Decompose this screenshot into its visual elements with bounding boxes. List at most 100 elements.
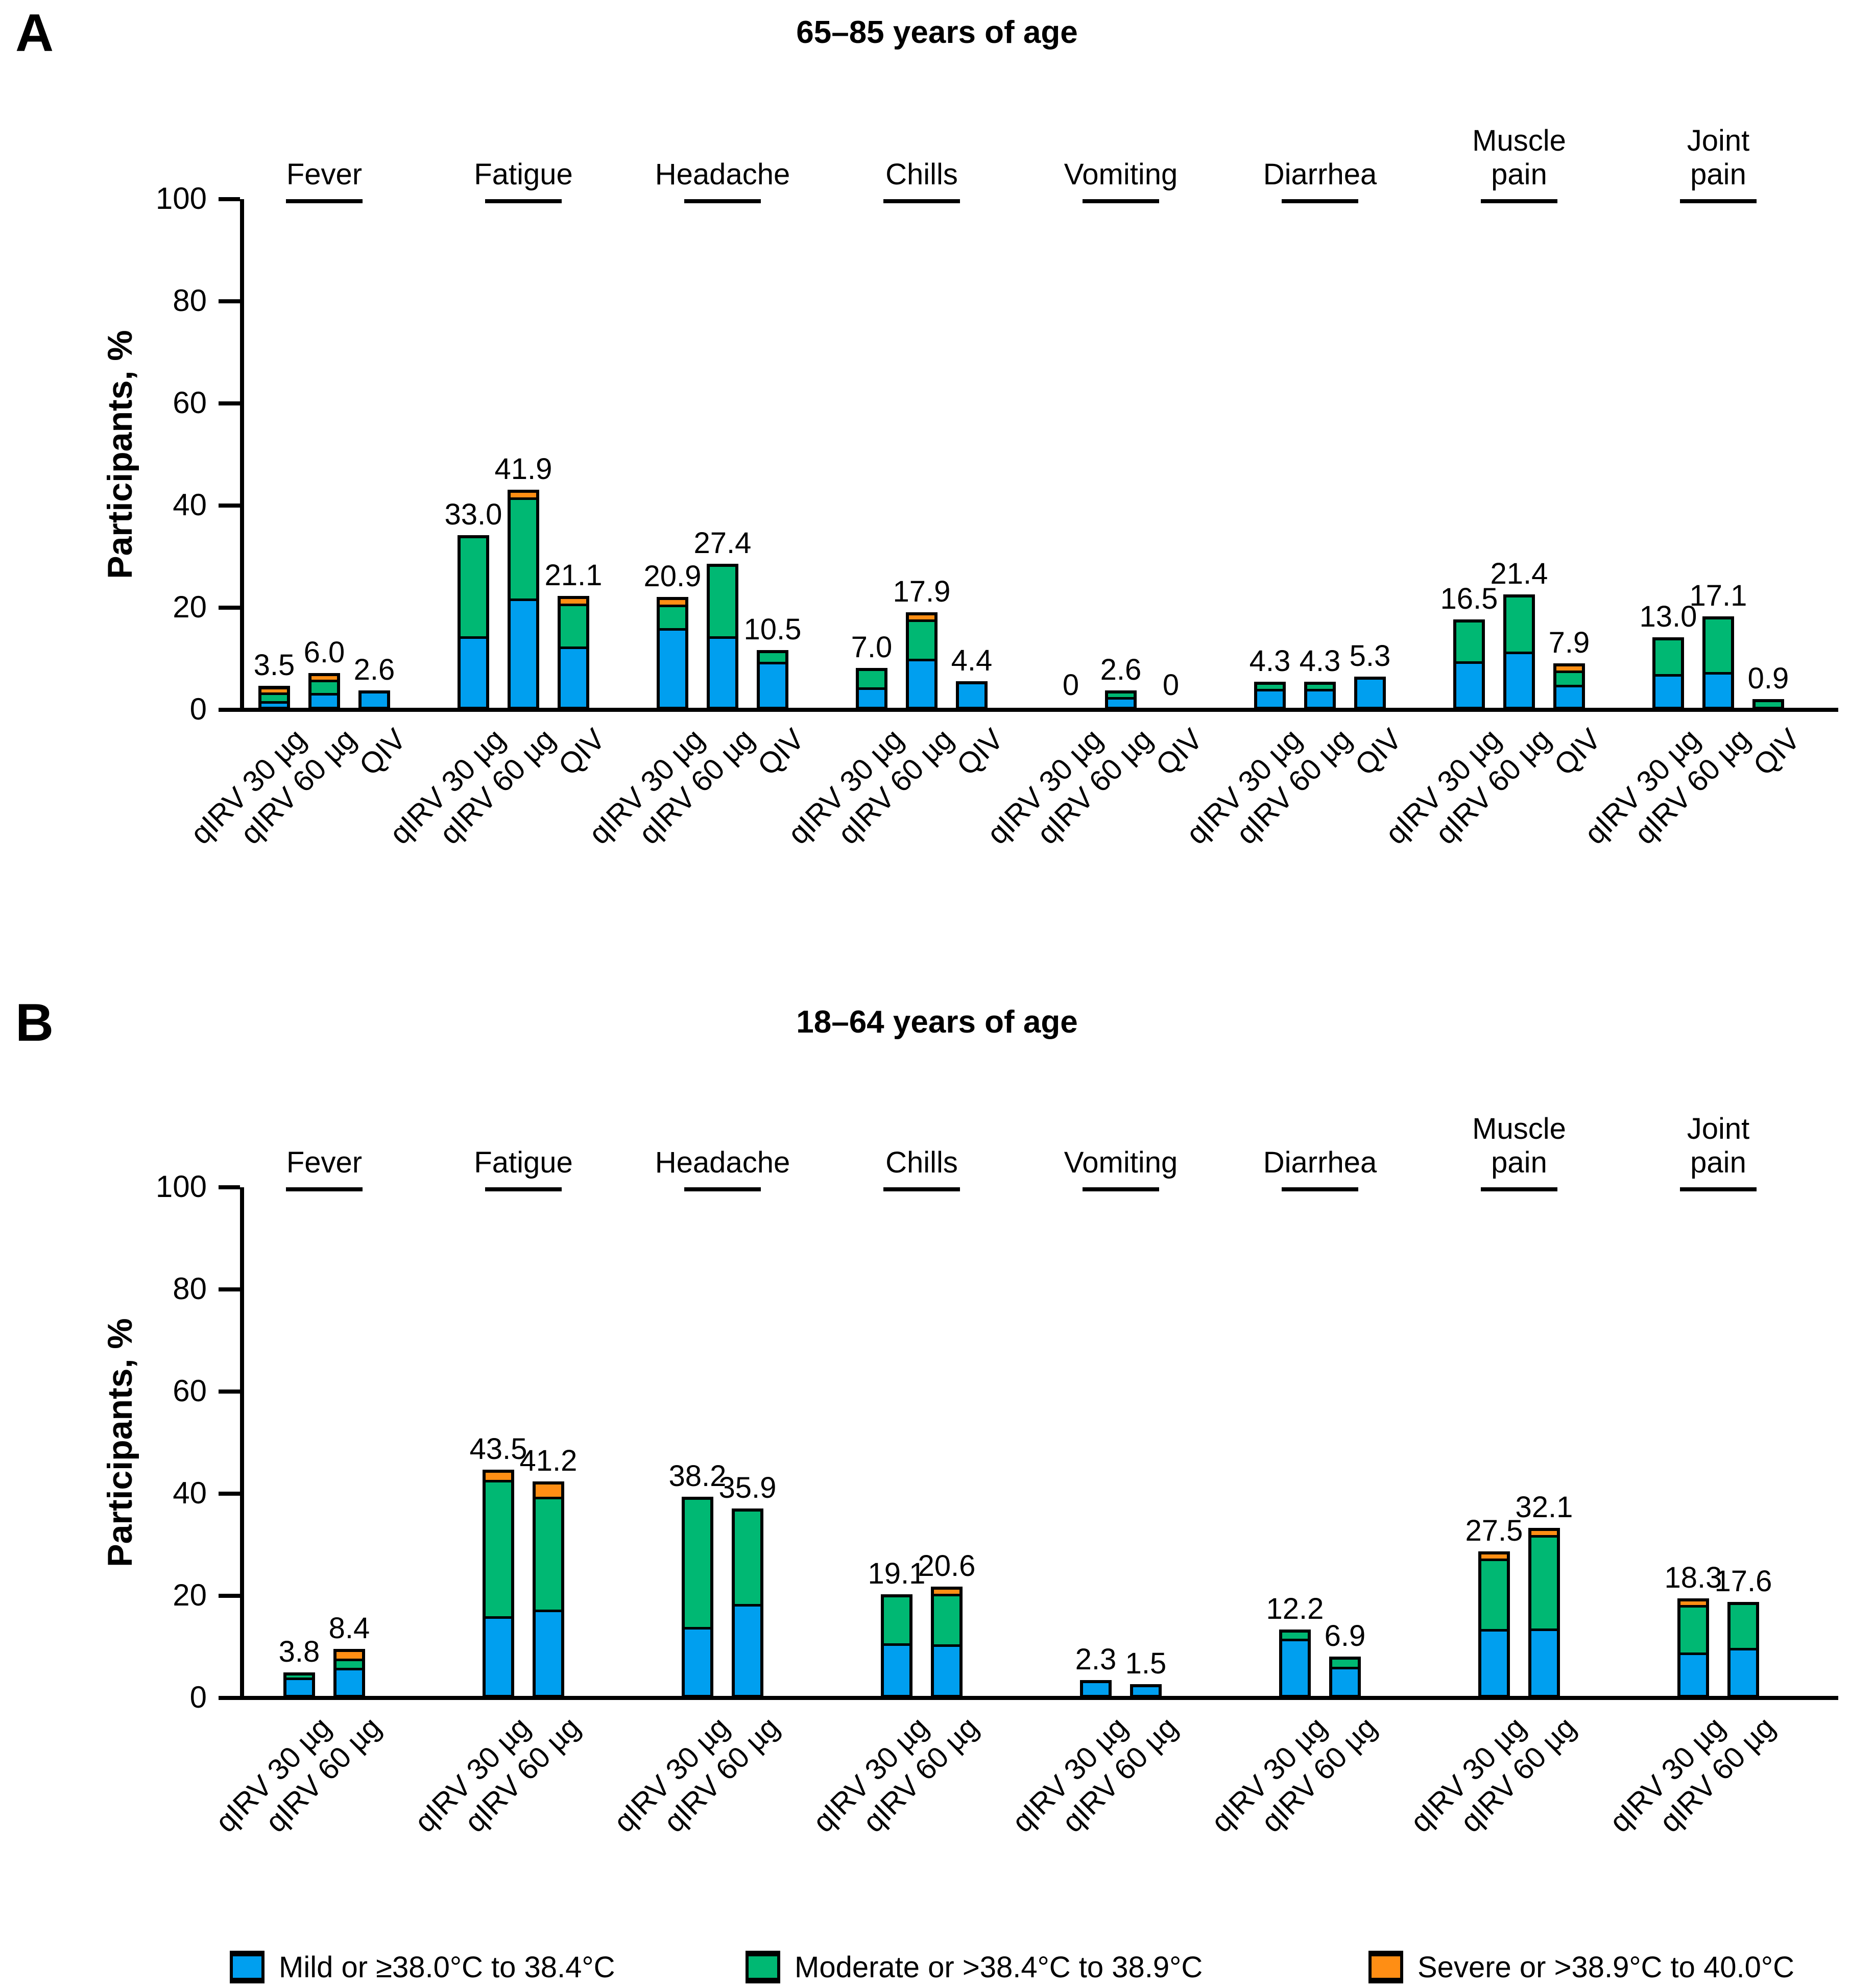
- bar-segment-mild: [486, 1619, 511, 1695]
- bar-segment-moderate: [1481, 1561, 1507, 1629]
- stacked-bar: [1553, 663, 1585, 710]
- bar-segment-severe: [511, 493, 536, 497]
- stacked-bar: [1727, 1602, 1759, 1698]
- bar-segment-moderate: [660, 607, 685, 628]
- bar-segment-mild: [311, 696, 337, 707]
- bar-segment-mild: [884, 1646, 909, 1695]
- y-tick-label: 0: [189, 692, 207, 726]
- bar-segment-severe: [337, 1652, 362, 1659]
- y-tick: [219, 197, 240, 201]
- stacked-bar: [358, 690, 390, 710]
- bar-value-label: 13.0: [1639, 600, 1697, 633]
- bar-value-label: 33.0: [444, 498, 502, 531]
- bar-segment-mild: [934, 1647, 959, 1695]
- mild-color-swatch-icon: [230, 1951, 265, 1983]
- bar-value-label: 4.4: [951, 644, 993, 677]
- bar-value-label: 19.1: [868, 1557, 926, 1590]
- bar-value-label: 10.5: [743, 613, 802, 646]
- stacked-bar: [258, 686, 290, 710]
- bar-value-label: 4.3: [1299, 644, 1341, 678]
- bar-segment-moderate: [685, 1500, 710, 1627]
- bar-segment-mild: [685, 1630, 710, 1695]
- legend-label-mild: Mild or ≥38.0°C to 38.4°C: [279, 1950, 615, 1984]
- stacked-bar: [333, 1649, 365, 1698]
- y-tick: [219, 606, 240, 610]
- bar-segment-moderate: [1332, 1660, 1358, 1667]
- category-label: Joint pain: [1687, 1112, 1750, 1179]
- panel-a-plot-area: 0 20 40 60 80 100 Fever 3.5 qIRV 30 µg 6.0 qIRV 60…: [156, 124, 1838, 851]
- bar-segment-moderate: [884, 1597, 909, 1643]
- bar-value-label: 1.5: [1125, 1647, 1167, 1680]
- bar-segment-severe: [311, 676, 337, 680]
- bar-value-label: 21.1: [544, 559, 603, 592]
- category-label: Muscle pain: [1472, 124, 1566, 191]
- bar-segment-moderate: [1456, 622, 1482, 661]
- category-label: Diarrhea: [1263, 1146, 1377, 1179]
- bar-segment-mild: [1357, 680, 1383, 707]
- category-underline: [1083, 199, 1159, 203]
- category-label: Fever: [286, 1146, 363, 1179]
- y-tick-label: 100: [155, 181, 207, 215]
- category-underline: [286, 1187, 363, 1191]
- y-tick-label: 100: [155, 1169, 207, 1204]
- stacked-bar: [1279, 1630, 1311, 1698]
- panel-a-title: 65–85 years of age: [796, 15, 1078, 50]
- bar-value-label: 0: [1062, 668, 1079, 702]
- stacked-bar: [508, 490, 539, 710]
- bar-segment-moderate: [1307, 685, 1333, 689]
- stacked-bar: [1453, 619, 1485, 710]
- bar-value-label: 17.9: [893, 575, 951, 608]
- y-axis-line: [240, 1187, 244, 1700]
- stacked-bar: [308, 673, 340, 710]
- y-tick: [219, 401, 240, 405]
- category-label: Headache: [655, 158, 790, 191]
- panel-a-y-axis-title: Participants, %: [101, 330, 139, 579]
- bar-segment-moderate: [261, 695, 287, 701]
- stacked-bar: [1080, 1680, 1112, 1698]
- stacked-bar: [1254, 682, 1286, 710]
- y-tick: [219, 504, 240, 508]
- bar-value-label: 12.2: [1266, 1592, 1324, 1625]
- bar-value-label: 2.6: [1100, 653, 1142, 686]
- bar-value-label: 3.5: [253, 649, 295, 682]
- bar-segment-severe: [261, 689, 287, 692]
- stacked-bar: [1677, 1598, 1709, 1698]
- stacked-bar: [1528, 1528, 1560, 1698]
- panel-b-letter: B: [15, 993, 54, 1052]
- bar-segment-severe: [561, 599, 586, 604]
- bar-segment-mild: [1705, 675, 1731, 707]
- stacked-bar: [956, 681, 988, 710]
- y-tick: [219, 1287, 240, 1291]
- bar-value-label: 18.3: [1664, 1561, 1722, 1594]
- bar-value-label: 27.5: [1465, 1514, 1523, 1547]
- bar-segment-mild: [536, 1612, 561, 1695]
- y-tick: [219, 299, 240, 303]
- bar-value-label: 8.4: [328, 1612, 370, 1645]
- category-label: Joint pain: [1687, 124, 1750, 191]
- stacked-bar: [732, 1508, 763, 1698]
- category-underline: [684, 199, 761, 203]
- bar-segment-moderate: [710, 567, 735, 636]
- legend-item-mild: Mild or ≥38.0°C to 38.4°C: [230, 1947, 615, 1987]
- category-underline: [883, 1187, 960, 1191]
- category-label: Vomiting: [1064, 158, 1178, 191]
- x-axis-line: [240, 1696, 1838, 1700]
- y-tick-label: 80: [173, 1272, 207, 1306]
- category-underline: [1282, 1187, 1358, 1191]
- bar-segment-moderate: [934, 1596, 959, 1644]
- bar-segment-mild: [660, 631, 685, 707]
- bar-segment-severe: [660, 600, 685, 605]
- legend-item-moderate: Moderate or >38.4°C to 38.9°C: [746, 1947, 1203, 1987]
- category-label: Diarrhea: [1263, 158, 1377, 191]
- category-underline: [684, 1187, 761, 1191]
- bar-segment-severe: [486, 1473, 511, 1480]
- stacked-bar: [558, 596, 589, 710]
- bar-segment-mild: [1332, 1669, 1358, 1695]
- stacked-bar: [533, 1481, 564, 1698]
- severe-color-swatch-icon: [1368, 1951, 1403, 1983]
- bar-segment-moderate: [561, 606, 586, 646]
- bar-value-label: 17.1: [1689, 579, 1747, 612]
- bar-segment-moderate: [909, 622, 934, 659]
- y-tick-label: 60: [173, 386, 207, 420]
- bar-value-label: 16.5: [1440, 582, 1498, 615]
